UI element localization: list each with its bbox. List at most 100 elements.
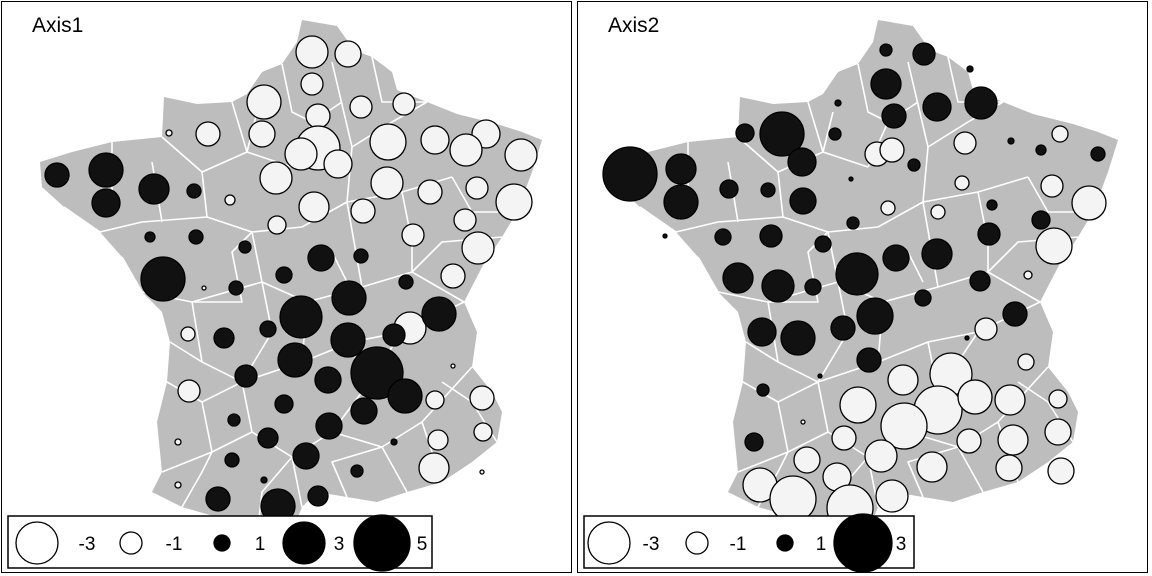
negative-score-circle [350, 198, 376, 224]
negative-score-circle [1017, 353, 1035, 371]
positive-score-circle [350, 464, 364, 478]
department-border [161, 136, 293, 173]
negative-score-circle [800, 419, 806, 425]
positive-score-circle [787, 147, 817, 177]
positive-score-circle [277, 342, 313, 378]
negative-score-circle [880, 402, 928, 450]
positive-score-circle [759, 111, 805, 157]
axis2-map-panel: -3 -1 1 3 Axis2 [577, 1, 1148, 573]
department-border [99, 216, 208, 233]
positive-score-circle [238, 240, 252, 254]
negative-score-circle [349, 95, 373, 119]
legend-symbol [282, 521, 326, 565]
negative-score-circle [769, 475, 817, 523]
negative-score-circle [1023, 270, 1033, 280]
positive-score-circle [835, 252, 879, 296]
department-border [331, 366, 473, 448]
negative-score-circle [994, 384, 1026, 416]
negative-score-circle [1035, 227, 1073, 265]
positive-score-circle [259, 320, 277, 338]
department-circles [44, 35, 538, 524]
positive-score-circle [789, 187, 817, 215]
legend-label: -3 [79, 534, 96, 555]
positive-score-circle [735, 123, 755, 143]
department-border [907, 61, 929, 148]
positive-score-circle [879, 43, 893, 57]
negative-score-circle [864, 439, 898, 473]
positive-score-circle [856, 347, 882, 373]
negative-score-circle [887, 364, 919, 396]
department-border [882, 271, 1041, 303]
positive-score-circle [330, 322, 366, 358]
positive-score-circle [213, 327, 235, 349]
negative-score-circle [401, 223, 425, 247]
negative-score-circle [298, 191, 330, 223]
department-border [381, 446, 408, 493]
department-border [737, 451, 789, 473]
negative-score-circle [267, 215, 287, 235]
negative-score-circle [957, 379, 993, 415]
negative-score-circle [956, 428, 982, 454]
negative-score-circle [916, 451, 948, 483]
negative-score-circle [177, 379, 201, 403]
department-border [121, 256, 143, 293]
department-border [907, 251, 924, 283]
positive-score-circle [719, 179, 739, 199]
positive-score-circle [1007, 137, 1015, 145]
department-border [907, 446, 959, 498]
negative-score-circle [1048, 389, 1068, 409]
negative-score-circle [224, 194, 236, 206]
department-border [169, 341, 203, 363]
negative-score-circle [427, 429, 449, 451]
positive-score-circle [907, 158, 921, 172]
positive-score-circle [912, 42, 936, 66]
negative-score-circle [425, 390, 445, 410]
positive-score-circle [882, 244, 910, 272]
negative-score-circle [953, 131, 977, 155]
positive-score-circle [275, 266, 293, 284]
negative-score-circle [174, 438, 182, 446]
positive-score-circle [331, 280, 367, 316]
negative-score-circle [370, 166, 404, 200]
positive-score-circle [387, 378, 423, 414]
positive-score-circle [848, 176, 854, 182]
department-border [346, 201, 363, 288]
negative-score-circle [1044, 418, 1072, 446]
axis1-map: -3 -1 1 3 5 [7, 20, 542, 572]
negative-score-circle [420, 125, 450, 155]
legend-label: 3 [334, 534, 345, 555]
positive-score-circle [846, 216, 860, 230]
positive-score-circle [1035, 144, 1047, 156]
positive-score-circle [186, 183, 202, 199]
negative-score-circle [831, 425, 857, 451]
positive-score-circle [44, 162, 70, 188]
axis2-title: Axis2 [608, 14, 660, 37]
negative-score-circle [195, 121, 221, 147]
positive-score-circle [234, 364, 258, 388]
department-border [291, 456, 303, 508]
axis1-title: Axis1 [32, 14, 84, 37]
department-border [745, 341, 779, 363]
positive-score-circle [314, 366, 342, 394]
positive-score-circle [780, 320, 816, 356]
legend-label: 5 [417, 534, 428, 555]
legend-symbol [587, 521, 631, 565]
negative-score-circle [504, 138, 538, 172]
negative-score-circle [995, 454, 1023, 482]
negative-score-circle [465, 176, 489, 200]
positive-score-circle [227, 413, 241, 427]
positive-score-circle [744, 432, 764, 452]
legend-label: 1 [255, 534, 266, 555]
legend-symbol [15, 521, 59, 565]
positive-score-circle [966, 65, 974, 73]
legend-label: -3 [643, 534, 660, 555]
positive-score-circle [350, 346, 404, 400]
positive-score-circle [421, 296, 457, 332]
negative-score-circle [453, 208, 477, 232]
department-circles [602, 42, 1107, 532]
department-border [331, 61, 353, 148]
positive-score-circle [350, 397, 378, 425]
positive-score-circle [665, 153, 697, 185]
positive-score-circle [760, 182, 776, 198]
